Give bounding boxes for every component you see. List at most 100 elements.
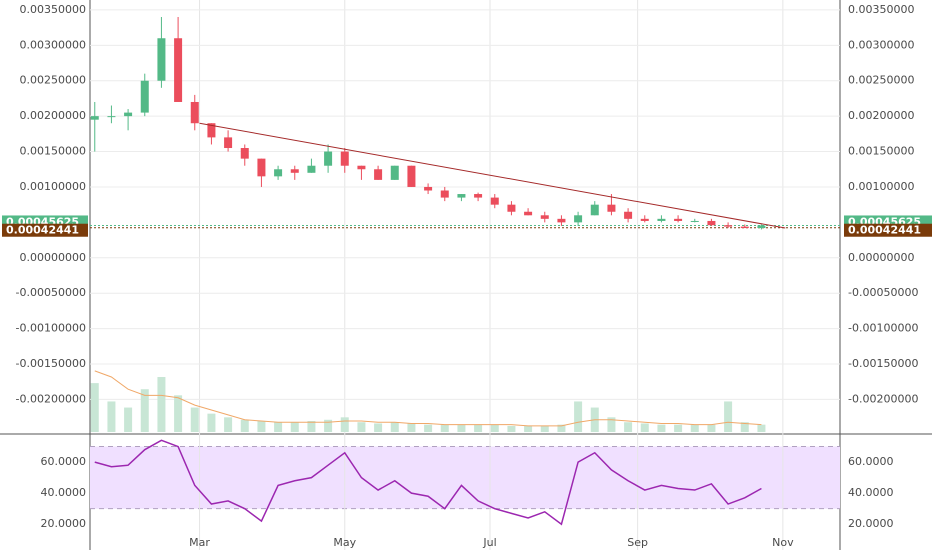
- volume-bar: [474, 424, 483, 432]
- candle-body: [374, 169, 383, 180]
- y-tick-label: 0.00250000: [848, 74, 914, 87]
- volume-bar: [390, 422, 399, 432]
- rsi-tick-label: 20.0000: [848, 517, 894, 530]
- rsi-tick-label: 20.0000: [41, 517, 87, 530]
- y-tick-label: 0.00200000: [848, 109, 914, 122]
- volume-ma-line: [94, 370, 762, 427]
- y-tick-label: 0.00300000: [848, 38, 914, 51]
- x-tick-label: May: [333, 536, 356, 549]
- candle-body: [124, 112, 133, 117]
- y-tick-label: 0.00350000: [20, 3, 86, 16]
- volume-bar: [657, 424, 666, 432]
- candle-body: [690, 220, 699, 222]
- volume-bar: [607, 417, 616, 432]
- volume-bar: [257, 421, 266, 432]
- rsi-band: [90, 446, 840, 509]
- candle-body: [407, 165, 416, 187]
- y-tick-label: -0.00200000: [848, 392, 918, 405]
- candle-body: [757, 225, 766, 229]
- candle-body: [324, 151, 333, 166]
- volume-bar: [357, 422, 366, 432]
- candle-body: [607, 204, 616, 212]
- volume-bar: [324, 419, 333, 432]
- volume-bar: [407, 423, 416, 432]
- y-tick-label: -0.00050000: [848, 286, 918, 299]
- candle-body: [307, 165, 316, 173]
- rsi-tick-label: 60.0000: [41, 455, 87, 468]
- volume-bar: [90, 383, 99, 432]
- candle-body: [657, 218, 666, 221]
- candle-body: [107, 116, 116, 118]
- volume-bar: [724, 401, 733, 432]
- candle-body: [507, 204, 516, 212]
- volume-bar: [374, 423, 383, 432]
- volume-bar: [124, 407, 133, 432]
- volume-bar: [690, 424, 699, 432]
- candle-body: [157, 38, 166, 81]
- candle-body: [707, 220, 716, 226]
- volume-bar: [707, 424, 716, 432]
- candle-body: [557, 218, 566, 223]
- price-badge: [844, 223, 932, 237]
- candle-body: [140, 80, 149, 113]
- volume-bar: [490, 424, 499, 432]
- candle-body: [524, 211, 533, 216]
- price-badge: [2, 223, 88, 237]
- y-tick-label: 0.00100000: [848, 180, 914, 193]
- candle-body: [624, 211, 633, 219]
- x-tick-label: Nov: [772, 536, 794, 549]
- y-tick-label: 0.00000000: [20, 251, 86, 264]
- volume-bar: [340, 417, 349, 432]
- volume-bar: [557, 424, 566, 432]
- candle-body: [640, 218, 649, 221]
- volume-bar: [524, 425, 533, 432]
- rsi-tick-label: 40.0000: [848, 486, 894, 499]
- rsi-line: [94, 439, 762, 526]
- x-tick-label: Jul: [482, 536, 496, 549]
- y-tick-label: 0.00100000: [20, 180, 86, 193]
- candle-body: [590, 204, 599, 216]
- candle-body: [290, 169, 299, 173]
- volume-bar: [174, 395, 183, 432]
- y-tick-label: -0.00100000: [16, 322, 86, 335]
- y-tick-label: 0.00350000: [848, 3, 914, 16]
- price-badge-label: 0.00042441: [848, 224, 921, 237]
- y-tick-label: -0.00150000: [16, 357, 86, 370]
- volume-bar: [140, 389, 149, 432]
- candle-body: [740, 226, 749, 229]
- y-tick-label: 0.00150000: [848, 145, 914, 158]
- volume-bar: [457, 424, 466, 432]
- y-tick-label: -0.00150000: [848, 357, 918, 370]
- volume-bar: [674, 424, 683, 432]
- candle-body: [274, 169, 283, 177]
- volume-bar: [157, 377, 166, 432]
- y-tick-label: -0.00100000: [848, 322, 918, 335]
- x-tick-label: Mar: [189, 536, 210, 549]
- candle-body: [340, 151, 349, 166]
- volume-bar: [274, 422, 283, 432]
- volume-bar: [740, 422, 749, 432]
- candle-body: [390, 165, 399, 180]
- candle-body: [90, 116, 99, 120]
- rsi-tick-label: 60.0000: [848, 455, 894, 468]
- candle-body: [257, 158, 266, 177]
- candle-body: [424, 186, 433, 191]
- candle-body: [674, 218, 683, 221]
- candle-body: [190, 101, 199, 124]
- candle-body: [574, 215, 583, 223]
- candle-body: [490, 197, 499, 205]
- trendline: [199, 122, 786, 229]
- volume-bar: [307, 421, 316, 432]
- candle-body: [724, 225, 733, 227]
- price-badge-label: 0.00042441: [6, 224, 79, 237]
- candle-body: [440, 190, 449, 198]
- y-tick-label: 0.00200000: [20, 109, 86, 122]
- volume-bar: [540, 425, 549, 432]
- y-tick-label: 0.00250000: [20, 74, 86, 87]
- volume-bar: [207, 413, 216, 432]
- volume-bar: [757, 424, 766, 432]
- volume-bar: [107, 401, 116, 432]
- candle-body: [207, 123, 216, 138]
- y-tick-label: 0.00300000: [20, 38, 86, 51]
